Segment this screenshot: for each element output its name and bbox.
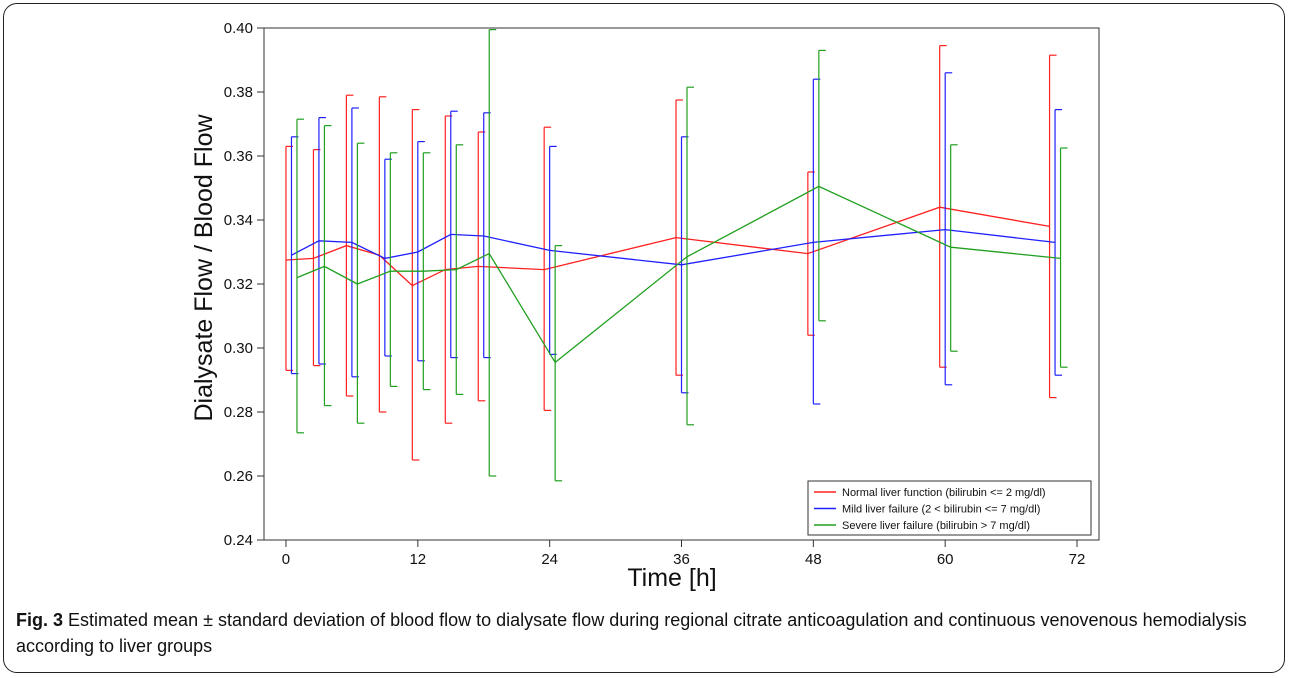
y-tick-label: 0.30 (224, 340, 253, 357)
legend-entry: Mild liver failure (2 < bilirubin <= 7 m… (842, 504, 1040, 516)
x-tick-label: 72 (1069, 551, 1086, 568)
y-tick-label: 0.28 (224, 404, 253, 421)
series-line (285, 206, 1050, 287)
legend-entry: Severe liver failure (bilirubin > 7 mg/d… (842, 520, 1030, 532)
x-tick-label: 24 (541, 551, 558, 568)
x-tick-label: 48 (805, 551, 822, 568)
figure-frame (3, 3, 1285, 673)
figure-label: Fig. 3 (16, 610, 64, 630)
y-tick-label: 0.26 (224, 468, 253, 485)
y-tick-label: 0.32 (224, 276, 253, 293)
x-axis-label: Time [h] (627, 564, 716, 592)
x-tick-label: 36 (673, 551, 690, 568)
series-line (296, 185, 1061, 364)
x-tick-label: 0 (282, 551, 290, 568)
y-tick-label: 0.24 (224, 532, 253, 549)
y-tick-label: 0.36 (224, 148, 253, 165)
y-tick-label: 0.34 (224, 212, 253, 229)
caption-text: Estimated mean ± standard deviation of b… (16, 610, 1247, 656)
figure-caption: Fig. 3 Estimated mean ± standard deviati… (16, 607, 1278, 659)
series-line (291, 228, 1056, 266)
x-tick-label: 12 (409, 551, 426, 568)
series-1 (285, 44, 1057, 461)
series-3 (296, 29, 1068, 482)
plot-area: 0 12 24 36 48 60 72 0.24 0.26 0.28 0.30 0.32 0.34 0.3… (224, 20, 1100, 568)
y-tick-label: 0.40 (224, 20, 253, 37)
series-2 (290, 72, 1063, 405)
x-tick-label: 60 (937, 551, 954, 568)
legend-box (807, 480, 1092, 536)
legend: Normal liver function (bilirubin <= 2 mg… (807, 480, 1092, 536)
legend-entry: Normal liver function (bilirubin <= 2 mg… (842, 487, 1046, 499)
chart: 0 12 24 36 48 60 72 0.24 0.26 0.28 0.30 0.32 0.34 0.3… (190, 20, 1100, 592)
y-axis-label: Dialysate Flow / Blood Flow (190, 114, 218, 422)
y-tick-label: 0.38 (224, 84, 253, 101)
